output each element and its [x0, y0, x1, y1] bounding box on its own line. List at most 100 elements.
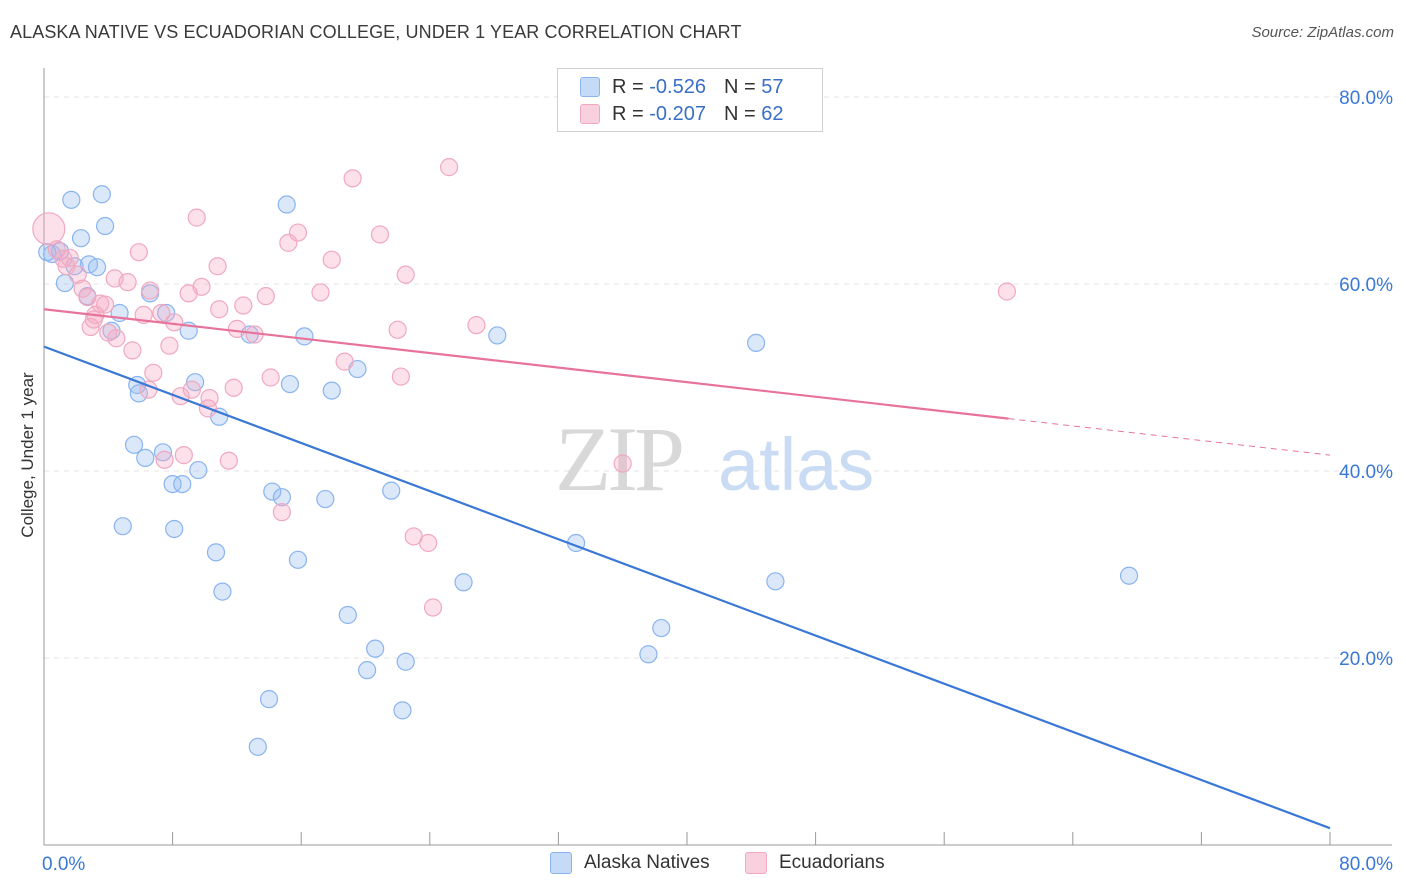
data-point	[382, 481, 401, 500]
data-point	[277, 195, 296, 214]
data-point	[68, 265, 87, 284]
legend-n-label: N =	[723, 75, 756, 98]
watermark-atlas: atlas	[718, 423, 874, 506]
data-point	[213, 582, 232, 601]
data-point	[173, 474, 192, 494]
y-tick-label: 20.0%	[1339, 649, 1393, 670]
data-point	[99, 323, 118, 342]
data-point	[206, 543, 226, 562]
legend-n-value: 62	[761, 102, 784, 125]
data-point	[311, 283, 330, 302]
data-point	[71, 229, 91, 248]
data-point	[280, 374, 300, 394]
data-point	[272, 488, 292, 507]
source-label: Source: ZipAtlas.com	[1251, 24, 1394, 41]
data-point	[144, 363, 163, 382]
data-point	[396, 265, 415, 284]
bottom-legend-alaska: Alaska Natives	[550, 852, 710, 874]
data-point	[179, 284, 198, 303]
data-point	[263, 482, 282, 501]
data-point	[272, 503, 292, 522]
legend-row-alaska: R = -0.526 N = 57	[580, 74, 783, 100]
data-point	[174, 446, 193, 465]
trend-line	[43, 345, 1331, 830]
data-point	[129, 243, 148, 262]
data-point	[288, 550, 308, 569]
data-point	[160, 336, 179, 355]
data-point	[419, 533, 438, 553]
data-point	[766, 572, 785, 591]
data-point	[165, 519, 184, 539]
legend-n-value: 57	[761, 75, 784, 98]
data-point	[60, 248, 79, 267]
chart-title: ALASKA NATIVE VS ECUADORIAN COLLEGE, UND…	[10, 22, 742, 42]
data-point	[123, 341, 142, 360]
data-point	[295, 327, 314, 346]
data-point	[210, 300, 229, 319]
data-point	[396, 652, 415, 671]
data-point	[163, 474, 182, 494]
data-point	[92, 185, 111, 204]
data-point	[358, 661, 377, 680]
data-point	[189, 460, 208, 480]
data-point	[87, 258, 107, 277]
correlation-legend: R = -0.526 N = 57 R = -0.207 N = 62	[557, 68, 823, 132]
data-point	[95, 295, 115, 314]
data-point	[439, 158, 459, 177]
data-point	[288, 223, 308, 242]
data-point	[423, 598, 443, 617]
data-point	[95, 216, 115, 236]
series-ecuadorians	[32, 158, 1016, 617]
data-point	[208, 257, 227, 276]
legend-r-label: R =	[612, 102, 644, 125]
data-point	[140, 281, 160, 300]
data-point	[652, 618, 671, 638]
bottom-legend-label-ecuadorians: Ecuadorians	[779, 852, 885, 873]
data-point	[256, 287, 275, 306]
data-point	[1119, 566, 1139, 585]
legend-r-value: -0.207	[649, 102, 706, 125]
data-point	[200, 388, 219, 408]
data-point	[467, 316, 486, 335]
data-point	[454, 573, 473, 592]
data-point	[488, 326, 507, 345]
data-point	[153, 443, 173, 462]
data-point	[124, 435, 144, 454]
y-axis-label: College, Under 1 year	[18, 372, 37, 538]
bottom-legend-swatch-ecuadorians	[745, 852, 767, 874]
data-point	[335, 352, 354, 371]
data-point	[32, 212, 66, 246]
legend-r-value: -0.526	[649, 75, 706, 98]
data-point	[113, 517, 132, 536]
bottom-legend-ecuadorians: Ecuadorians	[745, 852, 885, 874]
data-point	[118, 273, 137, 292]
data-point	[391, 367, 410, 386]
legend-row-ecuadorians: R = -0.207 N = 62	[580, 101, 783, 127]
y-tick-label: 60.0%	[1339, 275, 1393, 296]
data-point	[248, 737, 267, 756]
y-tick-label: 40.0%	[1339, 462, 1393, 483]
legend-n-label: N =	[723, 102, 756, 125]
watermark-zip: ZIP	[555, 408, 682, 510]
data-point	[155, 450, 174, 469]
data-point	[322, 381, 341, 400]
data-point	[366, 639, 385, 658]
data-point	[182, 380, 201, 399]
trend-line-extrapolated	[1008, 418, 1331, 456]
trend-line	[43, 308, 1009, 420]
data-point	[639, 645, 658, 664]
data-point	[129, 384, 148, 403]
data-point	[370, 225, 390, 244]
data-point	[224, 378, 243, 397]
data-point	[997, 282, 1016, 301]
data-point	[316, 489, 335, 509]
data-point	[747, 333, 766, 353]
data-point	[47, 240, 66, 259]
data-point	[62, 190, 81, 209]
data-point	[227, 319, 246, 338]
x-tick-label: 80.0%	[1339, 854, 1393, 875]
data-point	[136, 448, 155, 468]
bottom-legend-swatch-alaska	[550, 852, 572, 874]
data-point	[73, 279, 92, 298]
